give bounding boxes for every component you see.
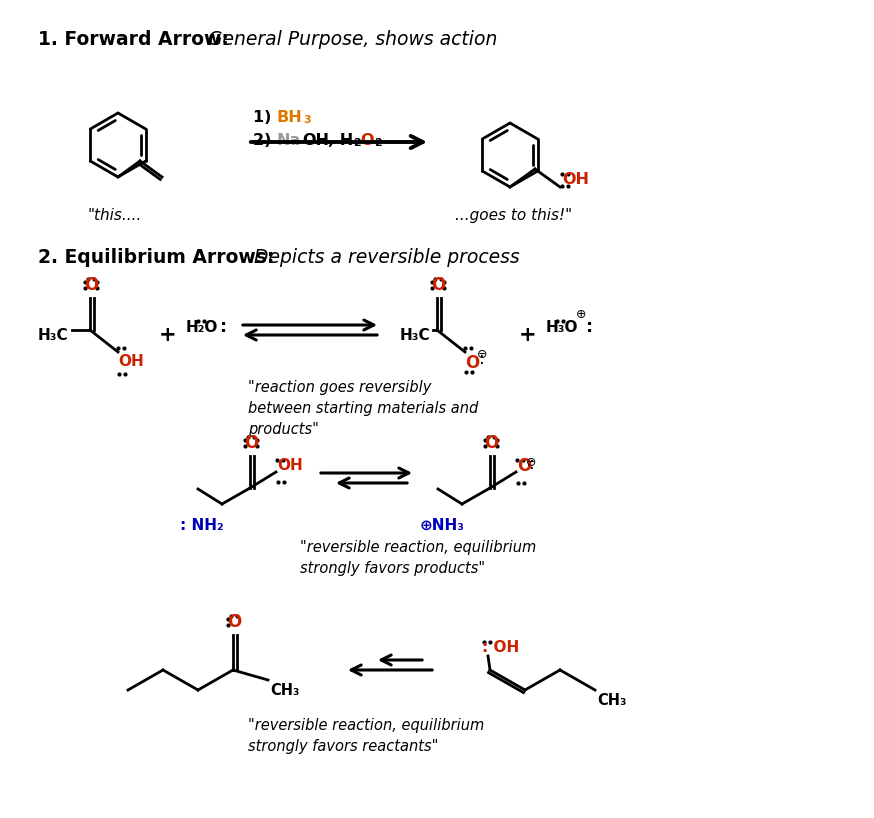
Text: :: : bbox=[529, 455, 535, 473]
Text: O: O bbox=[517, 457, 531, 475]
Text: O: O bbox=[431, 276, 445, 294]
Text: CH₃: CH₃ bbox=[597, 693, 627, 708]
Text: BH: BH bbox=[276, 110, 302, 125]
Text: ⊖: ⊖ bbox=[526, 456, 537, 469]
Text: :: : bbox=[220, 318, 227, 336]
Text: 1): 1) bbox=[253, 110, 277, 125]
Text: : NH₂: : NH₂ bbox=[180, 518, 224, 533]
Text: "reversible reaction, equilibrium
strongly favors reactants": "reversible reaction, equilibrium strong… bbox=[248, 718, 484, 754]
Text: H₂O: H₂O bbox=[186, 320, 218, 335]
Text: ⊕NH₃: ⊕NH₃ bbox=[420, 518, 465, 533]
Text: 2: 2 bbox=[374, 138, 382, 148]
Text: 2): 2) bbox=[253, 133, 277, 148]
Text: O: O bbox=[244, 434, 258, 452]
Text: H₃C: H₃C bbox=[400, 327, 431, 343]
Text: +: + bbox=[159, 325, 177, 345]
Text: Na: Na bbox=[276, 133, 301, 148]
Text: General Purpose, shows action: General Purpose, shows action bbox=[202, 30, 497, 49]
Text: : OH: : OH bbox=[482, 640, 519, 655]
Text: +: + bbox=[519, 325, 537, 345]
Text: :: : bbox=[479, 350, 485, 368]
Text: H₃O: H₃O bbox=[546, 320, 579, 335]
Text: "reversible reaction, equilibrium
strongly favors products": "reversible reaction, equilibrium strong… bbox=[300, 540, 537, 576]
Text: Depicts a reversible process: Depicts a reversible process bbox=[248, 248, 520, 267]
Text: O: O bbox=[465, 354, 479, 372]
Text: O: O bbox=[360, 133, 373, 148]
Text: ⊖: ⊖ bbox=[477, 348, 488, 361]
Text: 1. Forward Arrow:: 1. Forward Arrow: bbox=[38, 30, 229, 49]
Text: ⊕: ⊕ bbox=[576, 308, 586, 321]
Text: H₃C: H₃C bbox=[38, 327, 69, 343]
Text: , H: , H bbox=[328, 133, 353, 148]
Text: OH: OH bbox=[118, 354, 143, 369]
Text: O: O bbox=[84, 276, 98, 294]
Text: OH: OH bbox=[562, 172, 589, 187]
Text: OH: OH bbox=[277, 459, 302, 474]
Text: "reaction goes reversibly
between starting materials and
products": "reaction goes reversibly between starti… bbox=[248, 380, 478, 437]
Text: ...goes to this!": ...goes to this!" bbox=[455, 208, 572, 223]
Text: O: O bbox=[227, 613, 241, 631]
Text: 3: 3 bbox=[303, 115, 310, 125]
Text: OH: OH bbox=[302, 133, 329, 148]
Text: 2. Equilibrium Arrows:: 2. Equilibrium Arrows: bbox=[38, 248, 274, 267]
Text: :: : bbox=[586, 318, 593, 336]
Text: O: O bbox=[484, 434, 498, 452]
Text: CH₃: CH₃ bbox=[270, 683, 300, 698]
Text: "this....: "this.... bbox=[88, 208, 142, 223]
Text: 2: 2 bbox=[353, 138, 361, 148]
